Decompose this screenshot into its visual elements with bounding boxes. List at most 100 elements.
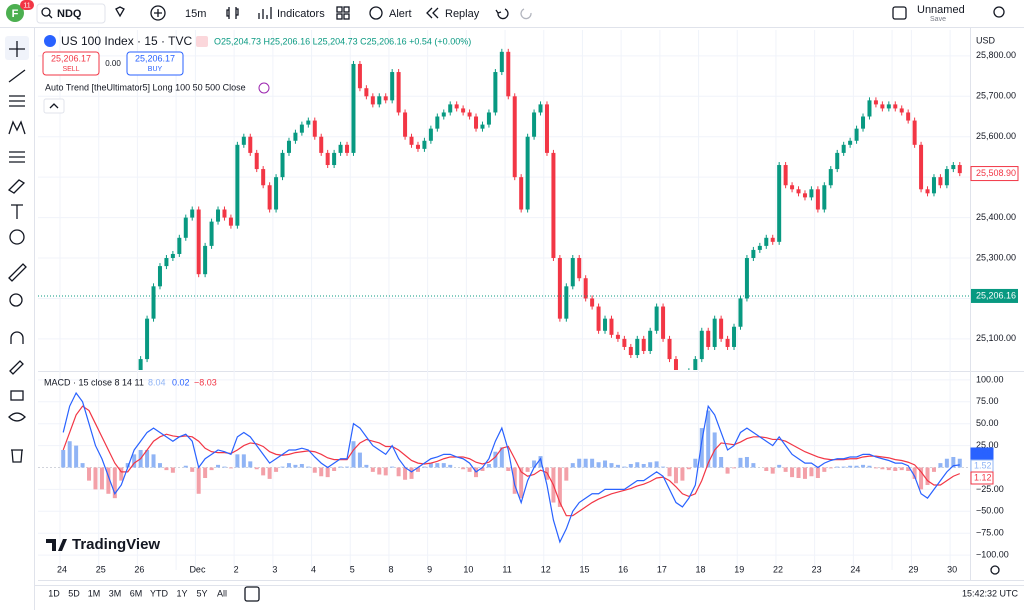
histogram-bar bbox=[119, 467, 124, 481]
compare-icon[interactable] bbox=[150, 5, 166, 21]
y-tick-label: 25,700.00 bbox=[976, 91, 1016, 101]
icon-tool[interactable] bbox=[9, 229, 25, 245]
replay-button[interactable]: Replay bbox=[445, 8, 480, 20]
magnet-tool[interactable] bbox=[10, 331, 24, 344]
range-button[interactable]: 5D bbox=[68, 588, 80, 598]
x-tick-label: 24 bbox=[57, 564, 67, 574]
candle-body bbox=[835, 152, 840, 170]
axis-settings[interactable] bbox=[990, 565, 1000, 575]
histogram-bar bbox=[654, 461, 659, 468]
histogram-bar bbox=[899, 467, 904, 471]
candle-body bbox=[357, 63, 362, 89]
collapse-legend[interactable] bbox=[43, 98, 65, 114]
range-button[interactable]: 1Y bbox=[176, 588, 187, 598]
redo-icon[interactable] bbox=[520, 8, 532, 20]
macd-line bbox=[62, 391, 960, 544]
text-tool[interactable] bbox=[11, 204, 23, 219]
buy-button[interactable] bbox=[126, 51, 184, 76]
trendline-tool[interactable] bbox=[8, 69, 26, 83]
histogram-bar bbox=[280, 466, 285, 468]
histogram-bar bbox=[519, 467, 524, 499]
indicators-button[interactable]: Indicators bbox=[277, 8, 325, 20]
y-tick-label: 75.00 bbox=[976, 396, 999, 406]
layout-icon[interactable] bbox=[336, 6, 343, 13]
candle-body bbox=[209, 221, 214, 246]
histogram-bar bbox=[751, 463, 756, 468]
histogram-bar bbox=[802, 467, 807, 479]
lock-tool[interactable] bbox=[10, 390, 24, 401]
candle-body bbox=[493, 72, 498, 113]
fib-tool[interactable] bbox=[9, 95, 25, 107]
candle-body bbox=[126, 400, 130, 420]
symbol-search[interactable] bbox=[36, 3, 106, 24]
range-button[interactable]: 5Y bbox=[196, 588, 207, 598]
histogram-bar bbox=[525, 467, 530, 472]
alert-button[interactable]: Alert bbox=[389, 8, 412, 20]
candle-body bbox=[661, 306, 666, 339]
zoom-tool[interactable] bbox=[9, 293, 23, 307]
interval[interactable]: 15m bbox=[185, 8, 206, 20]
layout-name[interactable]: Unnamed bbox=[917, 4, 965, 16]
ruler-tool[interactable] bbox=[8, 263, 27, 282]
histogram-bar bbox=[564, 467, 569, 481]
pattern-tool[interactable] bbox=[8, 120, 26, 135]
range-buttons: 1D 5D 1M 3M 6M YTD 1Y 5Y All bbox=[48, 588, 227, 598]
candle-body bbox=[796, 189, 801, 194]
sell-button[interactable] bbox=[42, 51, 100, 76]
histogram-bar bbox=[261, 467, 266, 476]
symbol-type-icon[interactable] bbox=[115, 6, 125, 18]
histogram-bar bbox=[383, 467, 388, 476]
candle-body bbox=[790, 185, 795, 190]
candle-body bbox=[525, 136, 530, 210]
remove-tool[interactable] bbox=[11, 449, 23, 463]
chart-type-icon[interactable] bbox=[226, 7, 239, 19]
candle-body bbox=[512, 96, 517, 178]
candle-body bbox=[551, 152, 556, 259]
histogram-bar bbox=[364, 464, 369, 468]
candle-body bbox=[764, 237, 769, 246]
brush-tool[interactable] bbox=[7, 179, 26, 194]
legend-title[interactable]: US 100 Index · 15 · TVC bbox=[61, 34, 193, 48]
macd-last-box bbox=[970, 471, 994, 485]
legend-flag[interactable] bbox=[196, 36, 208, 47]
candle-body bbox=[615, 334, 620, 339]
symbol[interactable]: NDQ bbox=[57, 8, 82, 20]
histogram-bar bbox=[686, 467, 691, 470]
save-label[interactable]: Save bbox=[930, 16, 946, 23]
candle-body bbox=[177, 237, 182, 254]
candle-body bbox=[732, 326, 737, 347]
currency-label[interactable]: USD bbox=[976, 35, 996, 45]
candle-body bbox=[912, 120, 917, 145]
undo-icon[interactable] bbox=[495, 8, 509, 20]
avatar[interactable] bbox=[6, 4, 24, 22]
range-button[interactable]: 1D bbox=[48, 588, 60, 598]
stay-drawing-tool[interactable] bbox=[9, 360, 24, 375]
replay-icon bbox=[426, 7, 439, 19]
y-tick-label: −50.00 bbox=[976, 506, 1004, 516]
candle-body bbox=[622, 338, 627, 347]
x-tick-label: 8 bbox=[388, 564, 393, 574]
goto-date[interactable] bbox=[244, 586, 260, 602]
candle-body bbox=[338, 144, 343, 153]
range-button[interactable]: 6M bbox=[130, 588, 143, 598]
hide-tool[interactable] bbox=[8, 412, 26, 422]
candle-body bbox=[280, 152, 285, 178]
range-button[interactable]: 1M bbox=[88, 588, 101, 598]
candle-body bbox=[506, 51, 511, 97]
quick-search-icon[interactable] bbox=[993, 6, 1005, 18]
sell-label: SELL bbox=[62, 66, 79, 73]
range-button[interactable]: YTD bbox=[150, 588, 169, 598]
range-button[interactable]: 3M bbox=[109, 588, 122, 598]
histogram-bar bbox=[170, 467, 175, 473]
histogram-bar bbox=[203, 467, 208, 479]
prediction-tool[interactable] bbox=[9, 151, 25, 163]
candle-body bbox=[415, 144, 420, 149]
range-button[interactable]: All bbox=[217, 588, 227, 598]
macd-legend[interactable]: MACD · 15 close 8 14 11 bbox=[44, 377, 144, 387]
histogram-bar bbox=[861, 464, 866, 468]
candle-body bbox=[596, 306, 601, 331]
indicator-legend[interactable]: Auto Trend [theUltimator5] Long 100 50 5… bbox=[45, 82, 246, 92]
layout-save-checkbox[interactable] bbox=[892, 6, 907, 20]
candle-body bbox=[345, 144, 350, 153]
histogram-bar bbox=[744, 456, 749, 468]
